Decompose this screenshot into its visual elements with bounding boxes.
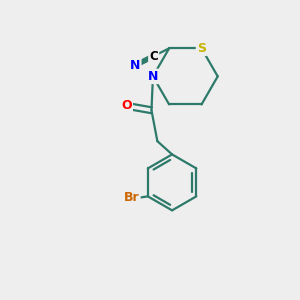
Text: N: N xyxy=(130,59,140,72)
Text: O: O xyxy=(121,99,132,112)
Text: N: N xyxy=(148,70,158,83)
Text: C: C xyxy=(149,50,158,63)
Text: Br: Br xyxy=(124,191,140,204)
Text: S: S xyxy=(197,42,206,55)
